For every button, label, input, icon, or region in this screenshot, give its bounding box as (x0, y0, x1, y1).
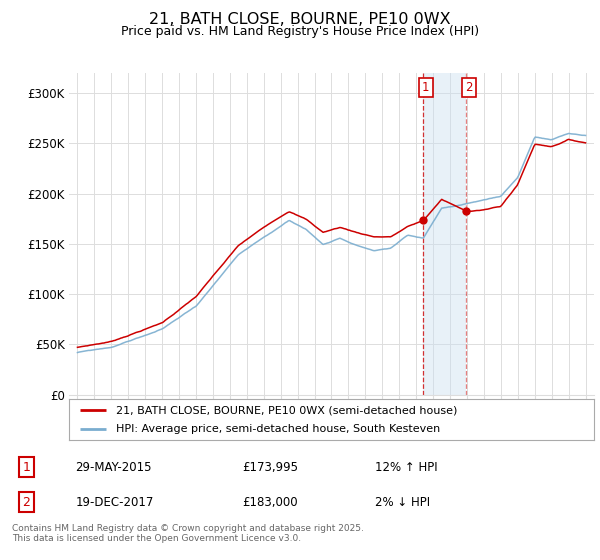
Text: HPI: Average price, semi-detached house, South Kesteven: HPI: Average price, semi-detached house,… (116, 424, 440, 433)
Text: 1: 1 (22, 460, 31, 474)
Text: Price paid vs. HM Land Registry's House Price Index (HPI): Price paid vs. HM Land Registry's House … (121, 25, 479, 38)
Text: 2: 2 (22, 496, 31, 509)
Text: 1: 1 (422, 81, 430, 95)
Text: 29-MAY-2015: 29-MAY-2015 (76, 460, 152, 474)
Text: 21, BATH CLOSE, BOURNE, PE10 0WX (semi-detached house): 21, BATH CLOSE, BOURNE, PE10 0WX (semi-d… (116, 405, 458, 415)
Text: 2: 2 (465, 81, 473, 95)
Text: 21, BATH CLOSE, BOURNE, PE10 0WX: 21, BATH CLOSE, BOURNE, PE10 0WX (149, 12, 451, 27)
Text: Contains HM Land Registry data © Crown copyright and database right 2025.
This d: Contains HM Land Registry data © Crown c… (12, 524, 364, 543)
Text: £173,995: £173,995 (242, 460, 298, 474)
Text: 2% ↓ HPI: 2% ↓ HPI (375, 496, 430, 509)
Text: 19-DEC-2017: 19-DEC-2017 (76, 496, 154, 509)
Text: 12% ↑ HPI: 12% ↑ HPI (375, 460, 437, 474)
Text: £183,000: £183,000 (242, 496, 298, 509)
Bar (423, 73, 466, 395)
